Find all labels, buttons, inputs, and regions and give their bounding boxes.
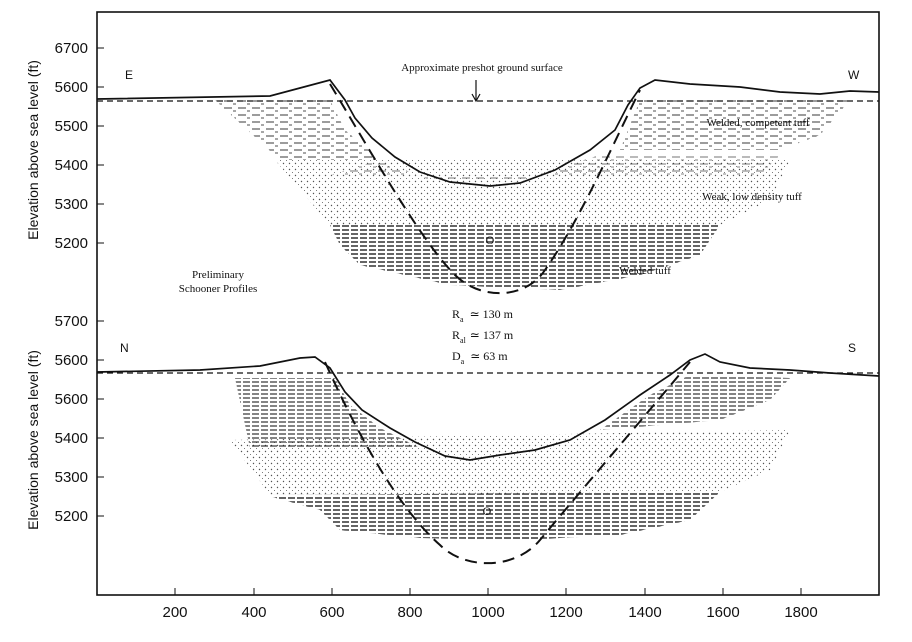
caption-line-1: Preliminary xyxy=(192,269,244,281)
x-ticks: 200 400 600 800 1000 1200 1400 1600 1800 xyxy=(162,588,818,621)
ground-zero-mark-bottom: O xyxy=(483,504,492,518)
y-tick-label: 5200 xyxy=(55,235,88,252)
param-value: ≃ 63 m xyxy=(470,349,508,363)
caption-line-2: Schooner Profiles xyxy=(179,283,258,295)
bottom-profile: O N S xyxy=(96,341,880,565)
apparent-crater-dashed-bottom xyxy=(324,361,691,565)
y-tick-label: 5500 xyxy=(55,118,88,135)
x-tick-label: 400 xyxy=(241,604,266,621)
y-tick-label: 5700 xyxy=(55,313,88,330)
welded-tuff-label: Welded tuff xyxy=(619,265,671,277)
welded-competent-tuff-top xyxy=(215,100,380,160)
weak-tuff-zone-top xyxy=(275,160,790,225)
apparent-crater-dashed-top xyxy=(329,83,641,295)
param-subscript: a xyxy=(460,315,464,324)
weak-tuff-label: Weak, low density tuff xyxy=(702,191,802,203)
ground-label-arrow xyxy=(471,93,481,103)
y-ticks-bottom: 5700 5600 5600 5400 5300 5200 xyxy=(55,313,104,525)
x-tick-label: 1800 xyxy=(784,604,817,621)
param-subscript: a xyxy=(461,357,465,366)
crater-parameters: Ra ≃ 130 m Ral ≃ 137 m Da ≃ 63 m xyxy=(452,307,514,366)
y-axis-label-top: Elevation above sea level (ft) xyxy=(25,60,41,240)
param-symbol: R xyxy=(452,328,460,342)
hatched-layer-bottom-right xyxy=(600,375,790,430)
y-tick-label: 5300 xyxy=(55,469,88,486)
x-tick-label: 1200 xyxy=(549,604,582,621)
ground-surface-label: Approximate preshot ground surface xyxy=(401,62,563,74)
y-tick-label: 5600 xyxy=(55,79,88,96)
top-profile: Approximate preshot ground surface Welde… xyxy=(96,62,880,295)
svg-text:Ral≃ 137 m: Ral ≃ 137 m xyxy=(452,328,514,345)
y-ticks-top: 6700 5600 5500 5400 5300 5200 xyxy=(55,40,104,252)
y-tick-label: 6700 xyxy=(55,40,88,57)
y-axis-label-bottom: Elevation above sea level (ft) xyxy=(25,350,41,530)
y-tick-label: 5400 xyxy=(55,430,88,447)
x-tick-label: 200 xyxy=(162,604,187,621)
x-tick-label: 600 xyxy=(319,604,344,621)
y-tick-label: 5600 xyxy=(55,352,88,369)
direction-left-bottom: N xyxy=(120,341,129,355)
ground-surface-bottom xyxy=(96,353,880,461)
y-tick-label: 5300 xyxy=(55,196,88,213)
ground-surface-top xyxy=(96,79,880,187)
x-tick-label: 1600 xyxy=(706,604,739,621)
welded-tuff-band-bottom xyxy=(265,492,720,540)
svg-text:Da≃ 63 m: Da ≃ 63 m xyxy=(452,349,508,366)
y-tick-label: 5600 xyxy=(55,391,88,408)
svg-text:Ra≃ 130 m: Ra ≃ 130 m xyxy=(452,307,514,324)
x-tick-label: 1400 xyxy=(628,604,661,621)
param-subscript: al xyxy=(460,336,467,345)
param-symbol: D xyxy=(452,349,461,363)
ground-zero-mark-top: O xyxy=(486,233,495,247)
x-tick-label: 800 xyxy=(397,604,422,621)
welded-competent-tuff-label: Welded, competent tuff xyxy=(706,117,809,129)
direction-right-bottom: S xyxy=(848,341,856,355)
param-symbol: R xyxy=(452,307,460,321)
hatched-layer-bottom-left xyxy=(235,378,420,448)
param-value: ≃ 137 m xyxy=(470,328,514,342)
y-tick-label: 5400 xyxy=(55,157,88,174)
x-tick-label: 1000 xyxy=(471,604,504,621)
y-tick-label: 5200 xyxy=(55,508,88,525)
direction-left-top: E xyxy=(125,68,133,82)
direction-right-top: W xyxy=(848,68,860,82)
param-value: ≃ 130 m xyxy=(470,307,514,321)
welded-tuff-band-top xyxy=(330,225,720,290)
